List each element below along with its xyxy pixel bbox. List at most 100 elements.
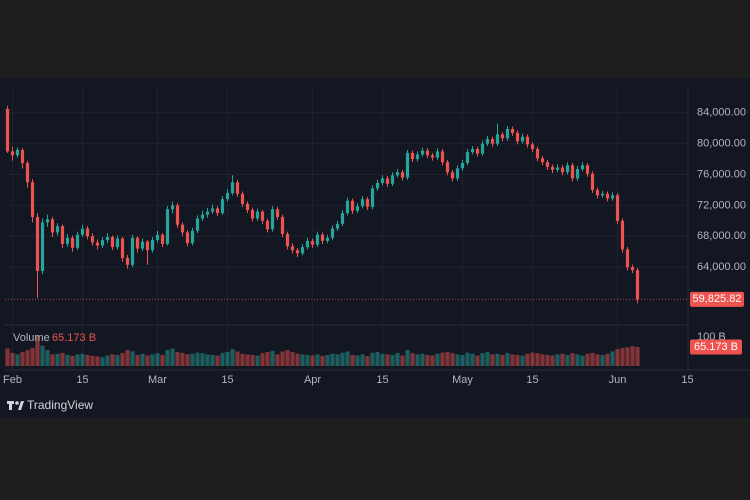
volume-bar bbox=[460, 354, 465, 366]
volume-bar bbox=[440, 352, 445, 366]
candle-body bbox=[540, 158, 545, 163]
volume-bar bbox=[365, 356, 370, 366]
volume-bar bbox=[70, 355, 75, 366]
volume-bar bbox=[580, 355, 585, 366]
candle-body bbox=[120, 238, 125, 258]
candle-body bbox=[85, 228, 90, 237]
candle-body bbox=[170, 205, 175, 210]
volume-bar bbox=[150, 354, 155, 366]
candle-body bbox=[380, 178, 385, 184]
candle-body bbox=[340, 213, 345, 224]
volume-bar bbox=[420, 353, 425, 366]
candle-body bbox=[125, 257, 130, 265]
candle-body bbox=[240, 193, 245, 204]
volume-bar bbox=[200, 353, 205, 366]
chart-panel bbox=[0, 78, 750, 418]
candle-body bbox=[60, 226, 65, 244]
volume-bar bbox=[615, 349, 620, 366]
volume-bar bbox=[5, 348, 10, 366]
candle-body bbox=[455, 168, 460, 179]
volume-bar bbox=[135, 354, 140, 366]
candle-body bbox=[620, 220, 625, 250]
volume-bar bbox=[565, 354, 570, 366]
candle-body bbox=[185, 232, 190, 244]
last-price-box bbox=[690, 291, 744, 307]
volume-bar bbox=[430, 355, 435, 366]
volume-bar bbox=[175, 352, 180, 366]
candle-body bbox=[255, 211, 260, 219]
candle-body bbox=[505, 128, 510, 139]
volume-bar bbox=[165, 349, 170, 366]
volume-bar bbox=[60, 352, 65, 366]
candle-body bbox=[225, 193, 230, 200]
volume-bar bbox=[30, 347, 35, 366]
volume-bar bbox=[155, 353, 160, 366]
volume-bar bbox=[320, 355, 325, 366]
candle-body bbox=[75, 234, 80, 248]
candle-body bbox=[160, 234, 165, 244]
candle-body bbox=[595, 189, 600, 196]
volume-bar bbox=[290, 352, 295, 366]
candle-body bbox=[180, 224, 185, 233]
volume-bar bbox=[90, 355, 95, 366]
candle-body bbox=[390, 175, 395, 184]
candle-body bbox=[550, 166, 555, 170]
volume-bar bbox=[535, 353, 540, 366]
candle-body bbox=[460, 162, 465, 169]
candle-body bbox=[110, 237, 115, 248]
volume-bar bbox=[255, 355, 260, 366]
volume-bar bbox=[170, 348, 175, 366]
candle-body bbox=[330, 228, 335, 238]
candle-body bbox=[500, 134, 505, 139]
volume-bar bbox=[620, 347, 625, 366]
candle-body bbox=[100, 240, 105, 246]
candle-body bbox=[105, 237, 110, 241]
volume-bar bbox=[125, 349, 130, 366]
volume-bar bbox=[105, 355, 110, 366]
candle-body bbox=[95, 242, 100, 246]
volume-bar bbox=[425, 354, 430, 366]
volume-bar bbox=[180, 352, 185, 366]
volume-bar bbox=[280, 351, 285, 366]
candle-body bbox=[280, 216, 285, 234]
volume-bar bbox=[55, 353, 60, 366]
candle-body bbox=[175, 205, 180, 225]
candle-body bbox=[310, 240, 315, 245]
volume-bar bbox=[545, 354, 550, 366]
volume-bar bbox=[260, 353, 265, 366]
candle-body bbox=[200, 214, 205, 219]
volume-bar bbox=[375, 352, 380, 366]
candle-body bbox=[450, 172, 455, 179]
candle-body bbox=[440, 151, 445, 163]
candle-body bbox=[335, 223, 340, 229]
volume-bar bbox=[130, 351, 135, 366]
candle-body bbox=[475, 149, 480, 154]
volume-bar bbox=[435, 353, 440, 366]
candle-body bbox=[385, 178, 390, 184]
volume-bar bbox=[20, 352, 25, 366]
candle-body bbox=[220, 199, 225, 214]
candle-body bbox=[35, 216, 40, 271]
candle-body bbox=[630, 267, 635, 271]
candle-body bbox=[190, 230, 195, 244]
volume-bar bbox=[95, 356, 100, 366]
candle-body bbox=[165, 209, 170, 244]
volume-bar bbox=[140, 353, 145, 366]
candle-body bbox=[395, 172, 400, 176]
candle-body bbox=[145, 241, 150, 251]
volume-bar bbox=[85, 354, 90, 366]
volume-bar bbox=[500, 354, 505, 366]
volume-bar bbox=[145, 355, 150, 366]
volume-bar bbox=[550, 355, 555, 366]
volume-legend-value: 65.173 B bbox=[52, 332, 96, 344]
candle-body bbox=[525, 136, 530, 145]
volume-bar bbox=[600, 354, 605, 366]
volume-bar bbox=[360, 354, 365, 366]
volume-bar bbox=[275, 354, 280, 366]
volume-bar bbox=[625, 347, 630, 366]
y-tick-label: 64,000.00 bbox=[697, 261, 746, 273]
x-tick-label: Jun bbox=[609, 374, 627, 386]
volume-bar bbox=[220, 352, 225, 366]
x-tick-label: Apr bbox=[304, 374, 321, 386]
